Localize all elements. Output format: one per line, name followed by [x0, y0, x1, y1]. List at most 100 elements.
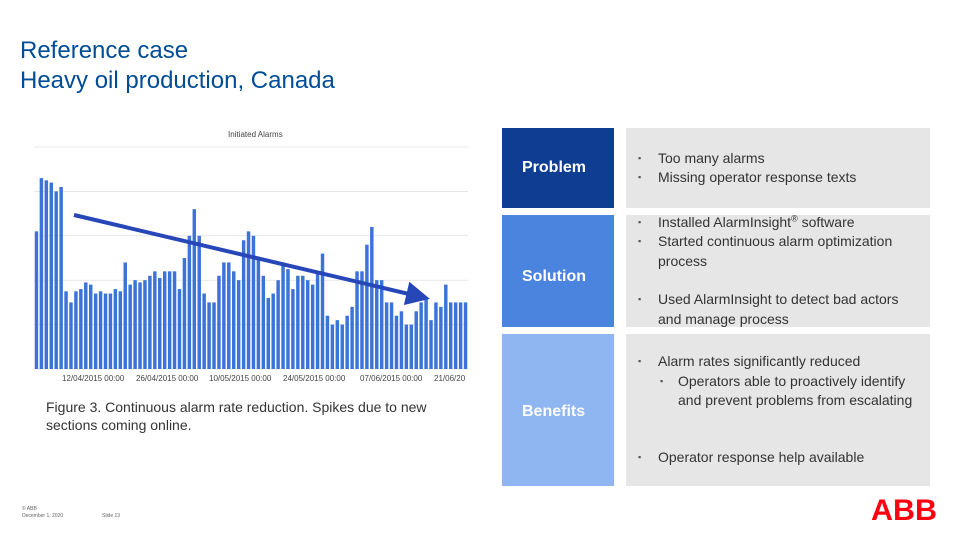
title-line-2: Heavy oil production, Canada: [20, 67, 335, 94]
slide-number: Slide 13: [102, 513, 121, 519]
chart-bar: [419, 302, 423, 369]
chart-bar: [207, 302, 211, 369]
chart-bar: [296, 275, 300, 369]
chart-bar: [404, 324, 409, 369]
chart-bar: [222, 262, 226, 369]
chart-bar: [232, 271, 236, 369]
chart-bar: [320, 253, 325, 369]
chart-bar: [389, 302, 394, 369]
chart-bar: [305, 280, 310, 369]
chart-bar: [103, 293, 108, 369]
chart-bar: [182, 258, 187, 369]
chart-bar: [266, 297, 270, 369]
registered-mark: ®: [791, 213, 798, 224]
chart-bar: [281, 262, 285, 369]
trend-arrow: [73, 213, 430, 306]
x-tick-label: 24/05/2015 00:00: [283, 374, 346, 383]
chart-bar: [192, 209, 197, 369]
chart-bar: [128, 284, 132, 369]
problem-label-box: Problem: [502, 128, 614, 208]
chart-bar: [187, 235, 192, 369]
chart-bar: [453, 302, 458, 369]
chart-bar: [370, 226, 374, 369]
list-item: Started continuous alarm optimization pr…: [634, 232, 916, 271]
list-item-text: Installed AlarmInsight: [658, 213, 792, 230]
chart-bar: [64, 291, 68, 369]
chart-bar: [54, 191, 58, 369]
sub-list-item: Operators able to proactively identify a…: [634, 372, 916, 411]
list-item: Installed AlarmInsight® software: [634, 213, 916, 233]
benefits-label: Benefits: [522, 403, 586, 420]
chart-bar: [463, 302, 468, 369]
chart-bar: [84, 282, 88, 369]
chart-bar: [399, 311, 404, 369]
chart-bar: [330, 324, 335, 369]
chart-bar: [246, 231, 251, 369]
list-item: Operator response help available: [634, 448, 916, 468]
chart-bar: [276, 280, 280, 369]
chart-bar: [79, 289, 83, 369]
chart-bar: [301, 275, 305, 369]
chart-bar: [217, 275, 221, 369]
chart-bar: [212, 302, 216, 369]
figure-caption: Figure 3. Continuous alarm rate reductio…: [46, 399, 427, 433]
alarm-chart: Initiated Alarms 12/04/2015 00:00 26/04/2…: [30, 125, 470, 387]
chart-bar: [434, 302, 438, 369]
list-item: Alarm rates significantly reduced: [634, 352, 916, 372]
chart-bar: [202, 293, 206, 369]
chart-bar: [138, 282, 142, 369]
chart-bar: [49, 182, 53, 369]
chart-bar: [394, 315, 399, 369]
chart-bar: [44, 180, 49, 369]
chart-bar: [162, 271, 167, 369]
chart-bar: [325, 315, 330, 369]
x-tick-label: 12/04/2015 00:00: [62, 374, 125, 383]
chart-bar: [350, 306, 354, 369]
list-item: Too many alarms: [634, 149, 916, 169]
chart-bar: [340, 324, 344, 369]
chart-bar: [93, 293, 98, 369]
chart-bar: [59, 186, 63, 369]
chart-bar: [113, 289, 118, 369]
chart-bar: [345, 315, 349, 369]
chart-bar: [291, 289, 295, 369]
chart-bar: [384, 302, 389, 369]
solution-label: Solution: [522, 268, 586, 285]
chart-bar: [251, 235, 256, 369]
chart-bar: [158, 277, 162, 369]
chart-bar: [379, 280, 384, 369]
chart-bar: [335, 320, 340, 369]
footer: © ABB December 1, 2020: [22, 506, 63, 520]
chart-title: Initiated Alarms: [228, 130, 283, 139]
alarm-chart-svg: Initiated Alarms 12/04/2015 00:00 26/04/2…: [34, 130, 468, 383]
chart-bar: [197, 235, 201, 369]
benefits-list: Alarm rates significantly reduced Operat…: [634, 352, 916, 468]
chart-bar: [108, 293, 113, 369]
chart-bar: [153, 271, 157, 369]
chart-bar: [271, 293, 275, 369]
solution-label-box: Solution: [502, 215, 614, 327]
benefits-content: Alarm rates significantly reduced Operat…: [626, 334, 930, 486]
chart-bar: [133, 280, 137, 369]
problem-content: Too many alarms Missing operator respons…: [626, 128, 930, 208]
problem-list: Too many alarms Missing operator respons…: [634, 149, 916, 188]
abb-logo-text: ABB: [871, 496, 937, 522]
chart-bar: [365, 244, 369, 369]
problem-label: Problem: [522, 159, 587, 176]
chart-bar: [88, 284, 93, 369]
list-item-text-tail: software: [797, 213, 855, 230]
chart-bar: [414, 311, 418, 369]
chart-bar: [39, 178, 44, 369]
chart-bar: [375, 280, 379, 369]
chart-bar: [227, 262, 231, 369]
chart-bar: [172, 271, 177, 369]
chart-bar: [261, 275, 266, 369]
chart-bar: [409, 324, 414, 369]
slide-title: Reference case Heavy oil production, Can…: [20, 36, 335, 96]
chart-bar: [355, 271, 359, 369]
x-tick-label: 07/06/2015 00:00: [360, 374, 423, 383]
title-line-1: Reference case: [20, 37, 189, 64]
benefits-label-box: Benefits: [502, 334, 614, 486]
chart-bar: [424, 297, 428, 369]
copyright: © ABB: [22, 506, 37, 512]
